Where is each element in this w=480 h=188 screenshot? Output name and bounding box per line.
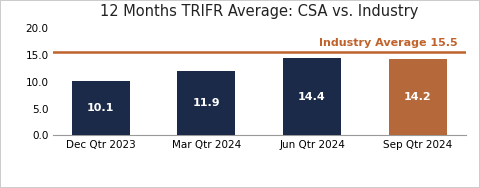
- Bar: [389, 59, 447, 135]
- Text: Industry Average 15.5: Industry Average 15.5: [319, 38, 457, 48]
- Text: 11.9: 11.9: [192, 98, 220, 108]
- Bar: [72, 81, 130, 135]
- Title: 12 Months TRIFR Average: CSA vs. Industry: 12 Months TRIFR Average: CSA vs. Industr…: [100, 4, 419, 19]
- Text: 14.4: 14.4: [298, 92, 326, 102]
- Bar: [177, 71, 235, 135]
- Text: 10.1: 10.1: [87, 103, 114, 113]
- Legend: CSA Average TRIFR, Industry Average TRIFR: CSA Average TRIFR, Industry Average TRIF…: [112, 183, 407, 188]
- Text: 14.2: 14.2: [404, 92, 432, 102]
- Bar: [283, 58, 341, 135]
